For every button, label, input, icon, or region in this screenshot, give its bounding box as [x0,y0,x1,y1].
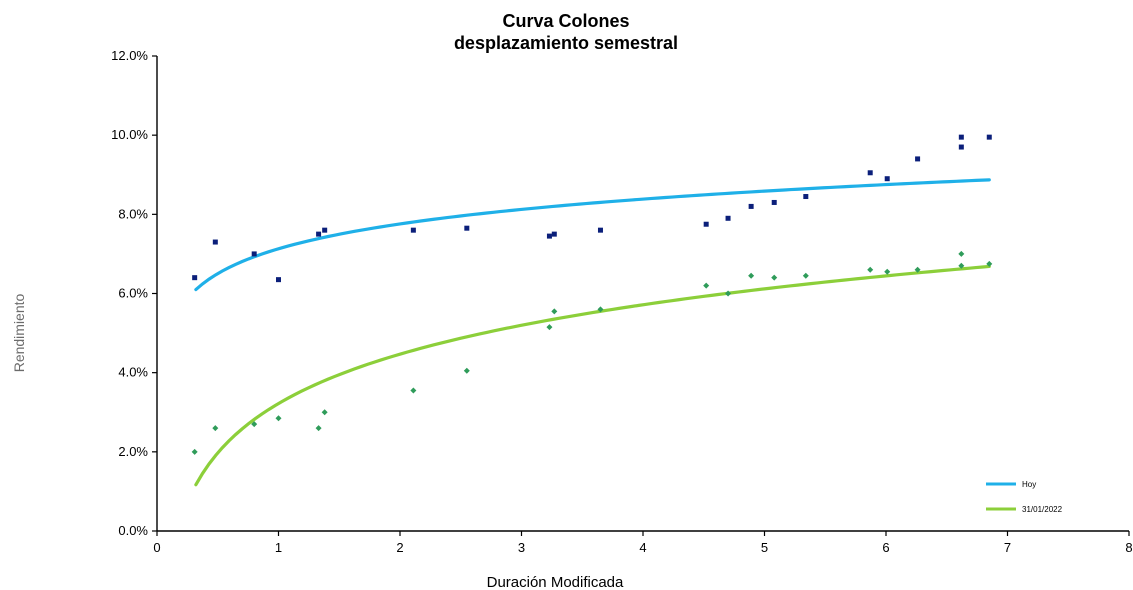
y-tick-label: 6.0% [118,286,148,301]
y-tick-label: 12.0% [111,48,148,63]
data-point-series-1 [986,260,993,267]
data-point-series-1 [321,409,328,416]
x-axis-label: Duración Modificada [487,574,624,590]
x-tick-label: 8 [1125,540,1132,555]
trend-line-series-0 [194,178,991,292]
data-point-series-0 [212,239,218,245]
y-tick-label: 8.0% [118,206,148,221]
data-point-series-1 [958,250,965,257]
data-points [191,134,993,455]
legend-label-series-1: 31/01/2022 [1022,505,1063,514]
y-tick-label: 2.0% [118,444,148,459]
x-axis-ticks: 0 1 2 3 4 5 6 7 8 [153,531,1133,555]
trend-line-series-1 [194,264,991,487]
data-point-series-0 [546,233,552,239]
data-point-series-1 [191,448,198,455]
data-point-series-1 [703,282,710,289]
data-point-series-0 [464,225,470,231]
data-point-series-0 [748,203,754,209]
data-point-series-0 [771,199,777,205]
data-point-series-0 [803,194,809,200]
data-point-series-1 [748,272,755,279]
legend-label-series-0: Hoy [1022,480,1036,489]
data-point-series-0 [884,176,890,182]
x-tick-label: 6 [882,540,889,555]
data-point-series-1 [802,272,809,279]
data-point-series-1 [725,290,732,297]
chart-title-line2: desplazamiento semestral [454,33,678,53]
y-tick-label: 4.0% [118,365,148,380]
data-point-series-0 [958,144,964,150]
data-point-series-1 [597,306,604,313]
data-point-series-1 [551,308,558,315]
data-point-series-0 [251,251,257,257]
data-point-series-0 [958,134,964,140]
x-tick-label: 4 [639,540,646,555]
data-point-series-1 [914,266,921,273]
x-tick-label: 5 [761,540,768,555]
data-point-series-1 [958,262,965,269]
data-point-series-0 [703,221,709,227]
data-point-series-1 [251,421,258,428]
data-point-series-0 [986,134,992,140]
x-tick-label: 7 [1004,540,1011,555]
data-point-series-1 [884,268,891,275]
x-tick-label: 1 [275,540,282,555]
data-point-series-0 [192,275,198,281]
data-point-series-1 [771,274,778,281]
data-point-series-0 [915,156,921,162]
data-point-series-1 [275,415,282,422]
data-point-series-1 [315,425,322,432]
chart-title-line1: Curva Colones [502,11,629,31]
data-point-series-0 [725,215,731,221]
data-point-series-1 [410,387,417,394]
data-point-series-0 [867,170,873,176]
legend: Hoy 31/01/2022 [986,480,1063,514]
y-tick-label: 10.0% [111,127,148,142]
y-tick-label: 0.0% [118,523,148,538]
trend-lines [194,178,991,487]
data-point-series-0 [551,231,557,237]
data-point-series-0 [410,227,416,233]
x-tick-label: 3 [518,540,525,555]
data-point-series-1 [867,266,874,273]
x-tick-label: 0 [153,540,160,555]
data-point-series-1 [463,367,470,374]
y-axis-label: Rendimiento [11,293,27,372]
data-point-series-1 [546,324,553,331]
data-point-series-1 [212,425,219,432]
data-point-series-0 [597,227,603,233]
data-point-series-0 [276,277,281,283]
axes [156,56,1129,532]
x-tick-label: 2 [396,540,403,555]
data-point-series-0 [322,227,328,233]
data-point-series-0 [316,231,322,237]
y-axis-ticks: 0.0% 2.0% 4.0% 6.0% 8.0% 10.0% 12.0% [111,48,157,538]
